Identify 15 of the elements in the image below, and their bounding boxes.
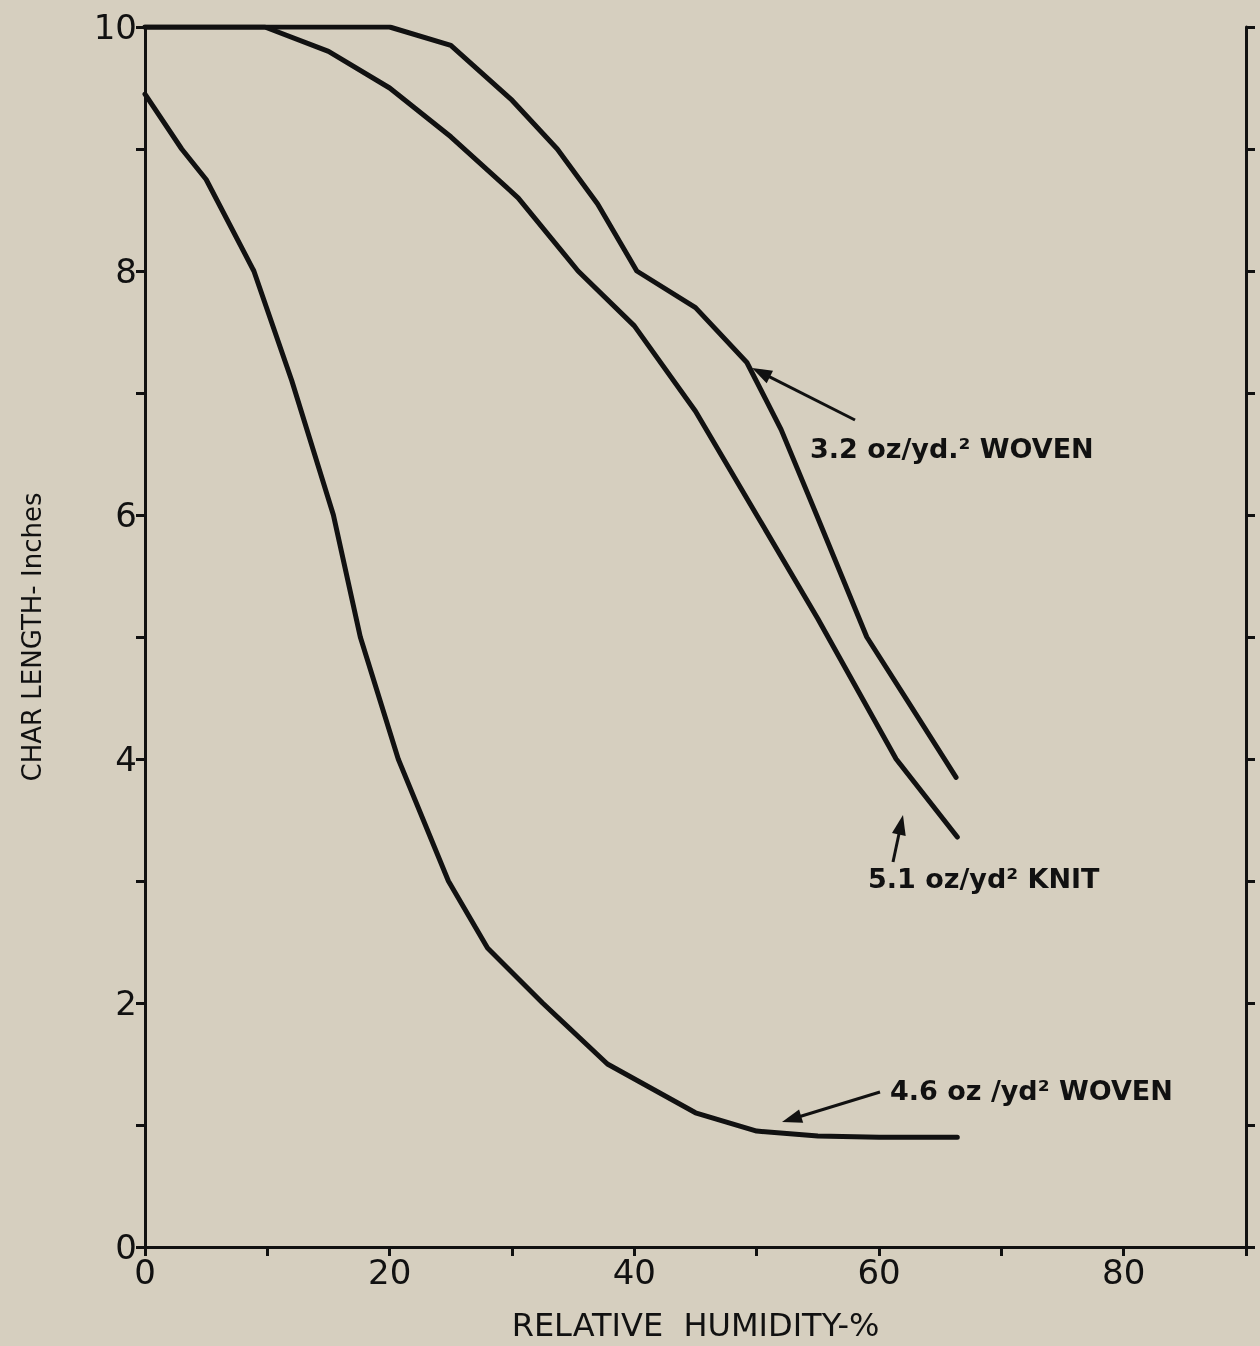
annotation: 5.1 oz/yd² KNIT — [868, 863, 1101, 894]
annotation: 4.6 oz /yd² WOVEN — [890, 1075, 1173, 1106]
y-tick-label: 4 — [115, 739, 137, 779]
y-axis-title: CHAR LENGTH- Inches — [17, 492, 47, 782]
x-axis-title: RELATIVE HUMIDITY-% — [511, 1306, 880, 1344]
x-tick-label: 80 — [1102, 1252, 1146, 1292]
x-tick-label: 40 — [612, 1252, 656, 1292]
y-tick-label: 0 — [115, 1227, 137, 1267]
y-tick-label: 6 — [115, 495, 137, 535]
y-tick-label: 2 — [115, 983, 137, 1023]
annotation: 3.2 oz/yd.² WOVEN — [810, 433, 1094, 464]
y-tick-label: 10 — [93, 7, 137, 47]
x-tick-label: 20 — [368, 1252, 412, 1292]
x-tick-label: 60 — [857, 1252, 901, 1292]
y-tick-label: 8 — [115, 251, 137, 291]
